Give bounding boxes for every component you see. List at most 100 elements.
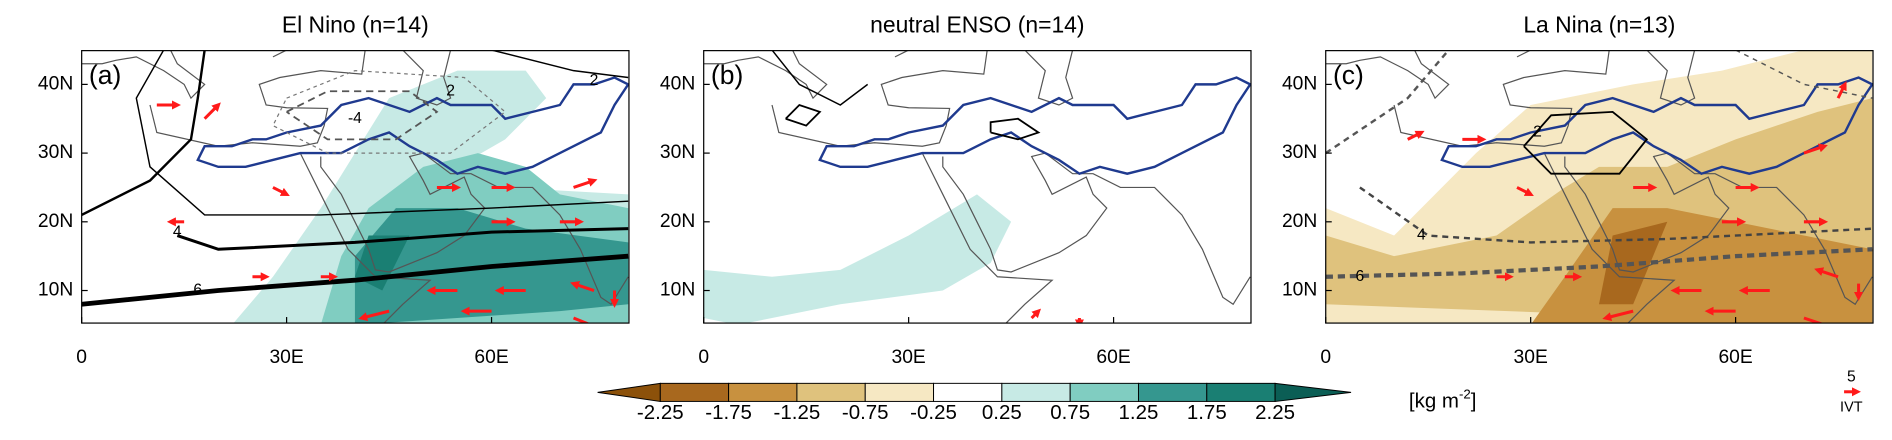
contour-line (1523, 110, 1649, 175)
colorbar-box (1001, 382, 1071, 402)
lat-label: 20N (660, 211, 695, 232)
lat-label: 10N (660, 280, 695, 301)
anomaly-shading (703, 194, 1012, 324)
ivt-arrow (1814, 267, 1839, 279)
lon-label: 60E (474, 347, 508, 368)
contour-line (1325, 247, 1873, 279)
colorbar-tick-label: 1.75 (1187, 401, 1227, 424)
colorbar-end (597, 382, 661, 402)
map-frame (703, 50, 1252, 324)
ivt-legend-label: IVT (1840, 399, 1863, 415)
coastline (299, 152, 432, 324)
lat-label: 40N (38, 73, 73, 94)
plateau-outline (818, 76, 1251, 176)
plateau-outline (1440, 76, 1874, 176)
contour-line (771, 50, 869, 106)
lon-label: 0 (76, 347, 87, 368)
lon-label: 0 (1320, 347, 1331, 368)
map-content: 2 4 6 (1325, 50, 1874, 324)
ivt-arrow (570, 281, 595, 292)
contour-label: 6 (1356, 268, 1365, 285)
coastline (1325, 50, 1450, 100)
colorbar-box (659, 382, 730, 402)
map-content (703, 50, 1251, 324)
ivt-arrow (572, 316, 591, 324)
ivt-arrow (1836, 81, 1847, 99)
colorbar-tick-label: 0.25 (982, 401, 1022, 424)
contour-label: 6 (193, 282, 202, 299)
map-panel: 2 4 6 (c) La Nina (n=13) 40N 30N 20N 10N 0 30E 60E (1282, 12, 1874, 368)
contour-label: 2 (446, 82, 455, 99)
coastline (1564, 152, 1873, 306)
colorbar-tick-label: -1.75 (705, 401, 752, 424)
panel-title: neutral ENSO (n=14) (870, 12, 1084, 38)
coastline (1646, 50, 1696, 106)
contour-label: 2 (1533, 124, 1542, 141)
ivt-arrow (573, 178, 598, 189)
lat-label: 30N (38, 142, 73, 163)
colorbar-tick-label: 2.25 (1255, 401, 1295, 424)
colorbar-tick-label: 0.75 (1050, 401, 1090, 424)
coastline (1543, 152, 1676, 324)
ivt-arrow (1803, 316, 1824, 324)
colorbar-box (796, 382, 866, 402)
contour-line (176, 227, 629, 251)
ivt-arrow (203, 102, 221, 120)
lat-label: 20N (1282, 211, 1317, 232)
panel-title: La Nina (n=13) (1523, 12, 1675, 38)
lat-label: 40N (660, 73, 695, 94)
contour-line (81, 50, 206, 217)
contour-line (135, 50, 629, 216)
coastline (703, 50, 828, 100)
contour-line (286, 90, 439, 141)
map-frame (81, 50, 630, 324)
coastline (1024, 50, 1074, 106)
colorbar-box (933, 382, 1003, 402)
lat-label: 10N (1282, 280, 1317, 301)
colorbar-tick-label: -2.25 (637, 401, 684, 424)
contour-label: 2 (590, 72, 599, 89)
contour-line (1325, 50, 1450, 155)
lon-label: 60E (1096, 347, 1130, 368)
ivt-arrow (1030, 308, 1041, 320)
contour-line (81, 253, 629, 307)
ivt-arrow (1407, 130, 1425, 141)
map-panel: (b) neutral ENSO (n=14) 40N 30N 20N 10N 0 30E 60… (660, 12, 1252, 368)
ivt-arrow (1516, 186, 1534, 196)
colorbar-box (1137, 382, 1208, 402)
colorbar-box (728, 382, 798, 402)
contour-line (785, 103, 822, 127)
colorbar-end (1274, 382, 1352, 402)
panel-label: (b) (711, 60, 743, 90)
contour-label: -4 (348, 110, 362, 127)
colorbar-tick-label: -0.25 (910, 401, 957, 424)
panel-title: El Nino (n=14) (282, 12, 429, 38)
unit-label: [kg m-2] (1409, 387, 1477, 413)
coastline (320, 152, 629, 306)
lat-label: 20N (38, 211, 73, 232)
contour-line (491, 50, 629, 79)
panel-label: (c) (1333, 60, 1364, 90)
ivt-arrow (272, 186, 290, 196)
plateau-outline (196, 76, 629, 176)
colorbar-box (1206, 382, 1276, 402)
ivt-arrow (358, 309, 390, 322)
ivt-legend-value: 5 (1847, 368, 1856, 385)
contour-label: 4 (1417, 227, 1426, 244)
lon-label: 0 (698, 347, 709, 368)
lat-label: 30N (1282, 142, 1317, 163)
unit-part: ] (1471, 390, 1477, 413)
colorbar-tick-label: -0.75 (842, 401, 889, 424)
contour-label: 4 (173, 223, 182, 240)
ivt-arrow (1803, 143, 1828, 155)
unit-part: -2 (1459, 387, 1471, 402)
coastline (402, 50, 452, 106)
map-frame (1325, 50, 1874, 324)
lat-label: 30N (660, 142, 695, 163)
lon-label: 60E (1718, 347, 1752, 368)
coastline (81, 50, 206, 100)
contour-line (989, 117, 1041, 141)
lon-label: 30E (892, 347, 926, 368)
